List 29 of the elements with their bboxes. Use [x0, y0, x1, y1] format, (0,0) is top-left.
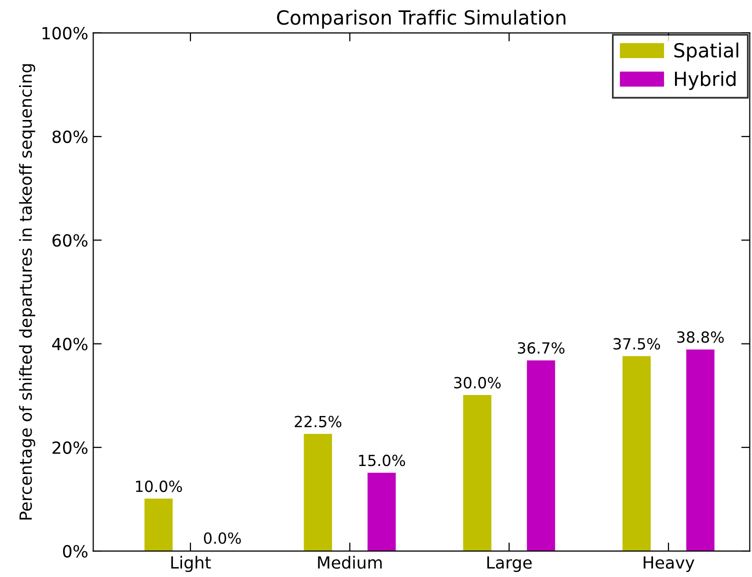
bar [463, 395, 492, 552]
legend-label: Hybrid [674, 71, 736, 90]
y-tick-label: 40% [52, 338, 88, 350]
data-label: 36.7% [518, 342, 564, 354]
y-tick-label: 100% [42, 26, 88, 40]
data-label: 0.0% [204, 532, 241, 544]
data-label: 15.0% [359, 454, 406, 466]
data-label: 22.5% [294, 416, 342, 428]
bar [304, 434, 332, 552]
bar [686, 349, 714, 552]
y-tick-label: 20% [52, 441, 88, 454]
y-tick-label: 60% [52, 234, 88, 247]
bar [622, 356, 651, 552]
legend-label: Spatial [674, 42, 738, 62]
x-tick-label: Medium [318, 556, 382, 569]
x-tick-label: Large [487, 556, 532, 572]
y-tick-label: 80% [52, 130, 88, 144]
x-tick-label: Light [171, 556, 211, 572]
chart-title: Comparison Traffic Simulation [277, 10, 566, 29]
bar [368, 472, 396, 552]
data-label: 10.0% [136, 480, 182, 492]
data-label: 38.8% [677, 331, 724, 343]
y-tick-label: 0% [63, 544, 88, 558]
bar [526, 360, 556, 552]
data-label: 30.0% [454, 376, 501, 388]
y-axis-title: Percentage of shifted departures in takeoff sequencing [19, 64, 36, 520]
data-label: 37.5% [614, 338, 660, 350]
x-tick-label: Heavy [644, 556, 694, 572]
bar [144, 498, 173, 552]
